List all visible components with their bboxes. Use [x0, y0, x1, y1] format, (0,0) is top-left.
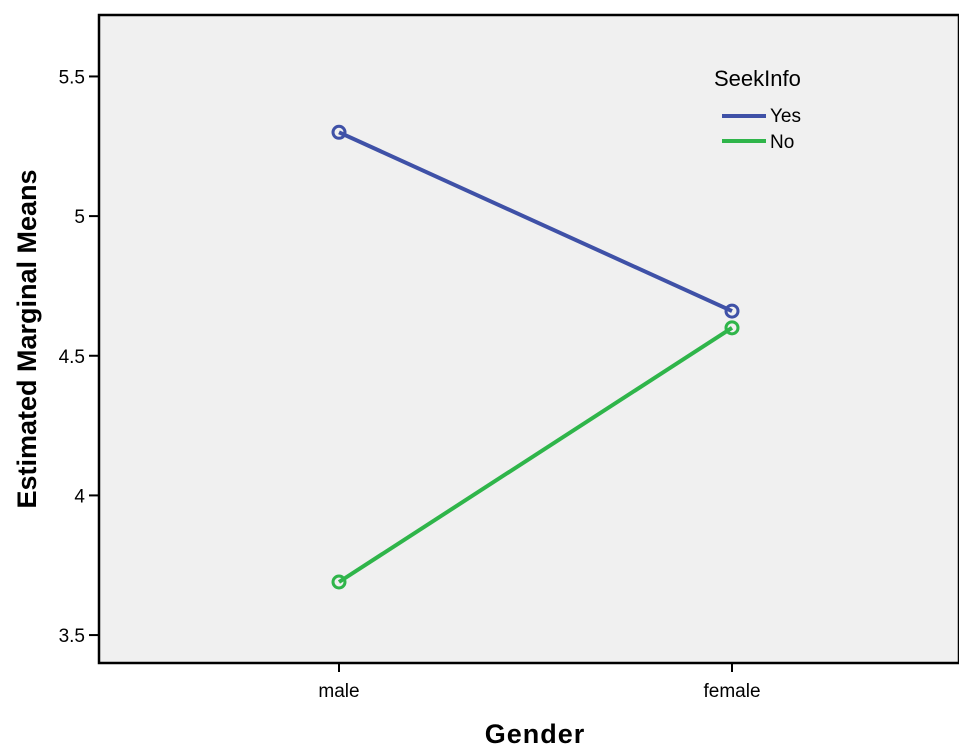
series-line-no — [337, 326, 734, 584]
legend-label-no: No — [770, 132, 794, 153]
x-axis-title: Gender — [485, 719, 586, 746]
legend: SeekInfo Yes No — [714, 66, 801, 153]
y-tick-label: 5.5 — [59, 67, 85, 88]
data-point-yes-male — [331, 124, 347, 140]
plot-area — [97, 13, 959, 665]
y-axis-title: Estimated Marginal Means — [12, 169, 42, 508]
y-axis-ticks: 3.5 4 4.5 5 5.5 — [59, 67, 99, 647]
legend-label-yes: Yes — [770, 106, 801, 127]
y-tick-label: 4.5 — [59, 347, 85, 368]
data-point-no-female — [724, 320, 740, 336]
y-tick-label: 4 — [74, 486, 85, 507]
legend-title: SeekInfo — [714, 66, 801, 91]
x-tick-label-female: female — [703, 681, 760, 702]
x-axis-ticks: male female — [318, 663, 761, 702]
data-point-yes-female — [724, 303, 740, 319]
x-tick-label-male: male — [318, 681, 359, 702]
y-tick-label: 3.5 — [59, 626, 85, 647]
series-line-yes — [338, 130, 733, 313]
y-tick-label: 5 — [74, 207, 85, 228]
series-layer — [331, 124, 740, 590]
data-point-no-male — [331, 574, 347, 590]
